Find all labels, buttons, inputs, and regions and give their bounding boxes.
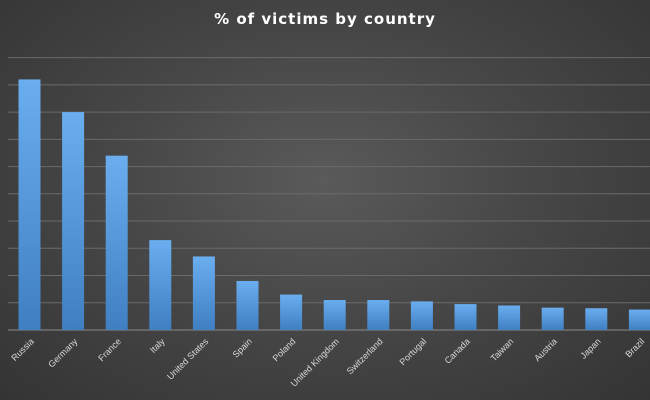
bar-portugal	[410, 301, 433, 330]
bar-germany	[62, 112, 85, 330]
bar-japan	[585, 308, 608, 330]
bar-italy	[149, 240, 172, 330]
x-tick-label: Canada	[443, 336, 472, 365]
bar-spain	[236, 280, 259, 330]
bar-austria	[541, 307, 564, 330]
bar-brazil	[628, 309, 650, 330]
bar-united-kingdom	[323, 300, 346, 330]
x-tick-label: Spain	[231, 336, 254, 359]
bar-switzerland	[367, 300, 390, 330]
x-tick-label: Japan	[578, 336, 602, 360]
x-tick-label: Poland	[271, 336, 298, 363]
bar-russia	[18, 79, 41, 331]
x-tick-label: Germany	[46, 336, 80, 370]
bar-france	[105, 155, 128, 330]
x-tick-label: United States	[165, 336, 211, 382]
bar-united-states	[192, 256, 215, 330]
x-tick-label: Italy	[148, 336, 167, 355]
x-tick-label: Austria	[532, 336, 559, 363]
gridlines	[8, 57, 650, 331]
bar-poland	[280, 294, 303, 330]
bars	[18, 79, 650, 331]
x-tick-label: Switzerland	[345, 336, 385, 376]
x-tick-label: Taiwan	[489, 336, 516, 363]
x-tick-label: France	[96, 336, 123, 363]
x-tick-label: Portugal	[398, 336, 429, 367]
bar-canada	[454, 304, 477, 330]
x-tick-label: Brazil	[623, 336, 646, 359]
x-tick-label: Russia	[9, 336, 36, 363]
bar-taiwan	[498, 305, 521, 330]
chart-title: % of victims by country	[214, 10, 436, 28]
